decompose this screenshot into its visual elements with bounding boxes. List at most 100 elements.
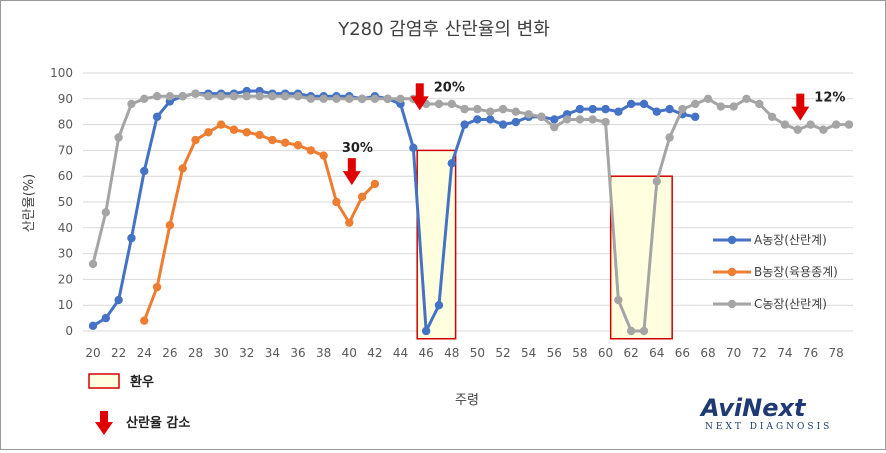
x-tick-label: 66 [675,346,690,360]
data-point [101,208,111,217]
data-point [216,120,226,129]
y-tick-label: 50 [58,195,73,209]
data-point [306,94,316,104]
drop-key-arrow-icon [95,411,113,435]
x-tick-label: 44 [393,346,408,360]
data-point [268,135,277,145]
x-tick-label: 64 [649,346,664,360]
data-point [831,120,841,129]
data-point [524,110,533,119]
data-point [626,326,636,336]
y-tick-label: 10 [58,298,73,312]
data-point [204,128,213,137]
data-point [319,94,328,104]
data-point [127,99,136,109]
data-point [114,133,123,142]
data-point [755,99,764,109]
y-axis-title: 산란율(%) [22,174,37,232]
data-point [511,107,521,116]
y-tick-label: 0 [65,324,73,338]
data-point [447,99,456,109]
drop-arrow-icon [410,83,429,111]
y-tick-label: 100 [50,66,73,80]
x-tick-label: 58 [572,346,587,360]
data-point [114,295,123,305]
data-point [370,179,380,189]
x-tick-label: 26 [162,346,177,360]
data-point [345,94,354,104]
data-point [665,133,674,142]
x-tick-label: 38 [316,346,331,360]
data-point [140,94,149,104]
data-point [178,92,187,101]
x-tick-label: 30 [213,346,228,360]
data-point [678,104,687,114]
molt-key-label: 환우 [130,374,154,390]
data-point [486,115,495,124]
drop-label: 20% [434,80,465,95]
data-point [383,94,392,104]
x-tick-label: 46 [419,346,434,360]
data-point [152,112,162,122]
data-point [370,94,380,104]
data-point [652,177,661,186]
data-point [562,115,572,124]
data-point [588,104,597,114]
data-point [588,115,597,124]
data-point [498,104,508,114]
x-tick-label: 50 [470,346,485,360]
data-point [639,326,649,336]
x-axis-title: 주령 [455,393,479,408]
x-tick-label: 68 [700,346,715,360]
data-point [281,138,290,147]
data-point [268,92,277,101]
x-tick-label: 42 [367,346,382,360]
drop-label: 30% [342,141,373,156]
y-axis-ticks: 0 10 20 30 40 50 60 70 80 90 100 [50,66,73,338]
molt-key-swatch [88,373,120,389]
data-point [332,197,341,207]
data-point [191,135,200,145]
data-point [293,92,303,101]
data-point [178,164,187,173]
data-point [511,117,521,127]
x-tick-label: 70 [726,346,741,360]
legend-entry: A농장(산란계) [754,233,827,247]
data-point [639,99,649,109]
data-point [191,89,200,98]
data-point [229,125,239,134]
legend-marker [727,235,737,245]
data-point [716,102,726,111]
drop-arrow-icon [791,93,810,121]
data-point [729,102,738,111]
data-point [575,115,585,124]
x-tick-label: 78 [829,346,844,360]
data-point [101,313,111,323]
x-tick-label: 22 [111,346,126,360]
data-point [242,92,251,101]
data-point [460,104,469,114]
data-point [806,120,815,129]
data-point [498,120,508,129]
data-point [575,104,585,114]
avinext-logo: AviNext NEXT DIAGNOSIS [699,394,832,432]
x-axis-ticks: 20 22 24 26 28 30 32 34 36 38 40 42 44 46 48 50 52 54 56 58… [85,346,843,360]
data-point [204,92,213,101]
y-tick-label: 80 [58,118,73,132]
data-point [626,99,636,109]
drop-arrow-icon [342,158,361,186]
logo-tagline: NEXT DIAGNOSIS [705,422,832,432]
data-point [793,125,802,134]
data-point [819,125,828,134]
data-point [537,112,546,122]
data-point [486,107,495,116]
y-tick-label: 70 [58,143,73,157]
data-point [127,233,136,243]
x-tick-label: 48 [444,346,459,360]
data-point [165,221,175,230]
legend-entry: C농장(산란계) [754,297,827,311]
data-point [409,143,418,153]
y-tick-label: 30 [58,247,73,261]
data-point [550,122,559,132]
